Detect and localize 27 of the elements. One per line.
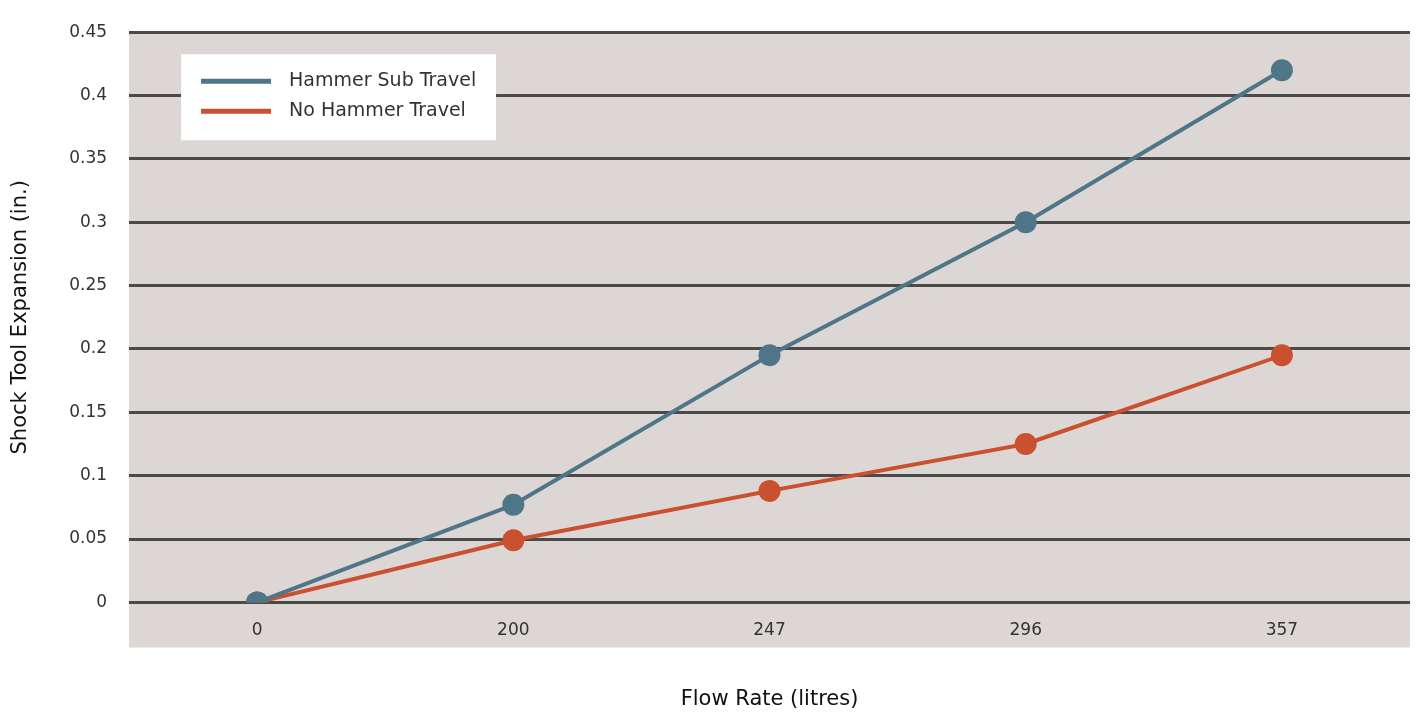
x-tick-label: 247 [753, 619, 786, 640]
y-tick-label: 0.05 [69, 527, 108, 548]
y-tick-label: 0.3 [80, 210, 108, 231]
x-tick-label: 0 [251, 619, 263, 640]
legend-label: Hammer Sub Travel [289, 68, 477, 91]
point [502, 493, 525, 516]
point [758, 479, 781, 502]
point [1014, 211, 1037, 234]
y-tick-label: 0.45 [69, 20, 108, 41]
legend-label: No Hammer Travel [289, 98, 466, 121]
y-tick-label: 0.25 [69, 274, 108, 295]
y-tick-label: 0.1 [80, 464, 108, 485]
y-tick-label: 0.2 [80, 337, 108, 358]
y-tick-label: 0.4 [80, 83, 108, 104]
x-tick-label: 296 [1009, 619, 1042, 640]
point [758, 344, 781, 367]
y-axis-title: Shock Tool Expansion (in.) [7, 180, 32, 455]
point [1270, 59, 1293, 82]
point [1014, 433, 1037, 456]
x-tick-label: 200 [497, 619, 530, 640]
point [1270, 344, 1293, 367]
y-tick-label: 0 [96, 590, 108, 611]
y-tick-label: 0.15 [69, 400, 108, 421]
x-tick-label: 357 [1265, 619, 1299, 640]
y-tick-label: 0.35 [69, 147, 108, 168]
x-axis-title: Flow Rate (litres) [680, 685, 859, 710]
point [502, 529, 525, 552]
